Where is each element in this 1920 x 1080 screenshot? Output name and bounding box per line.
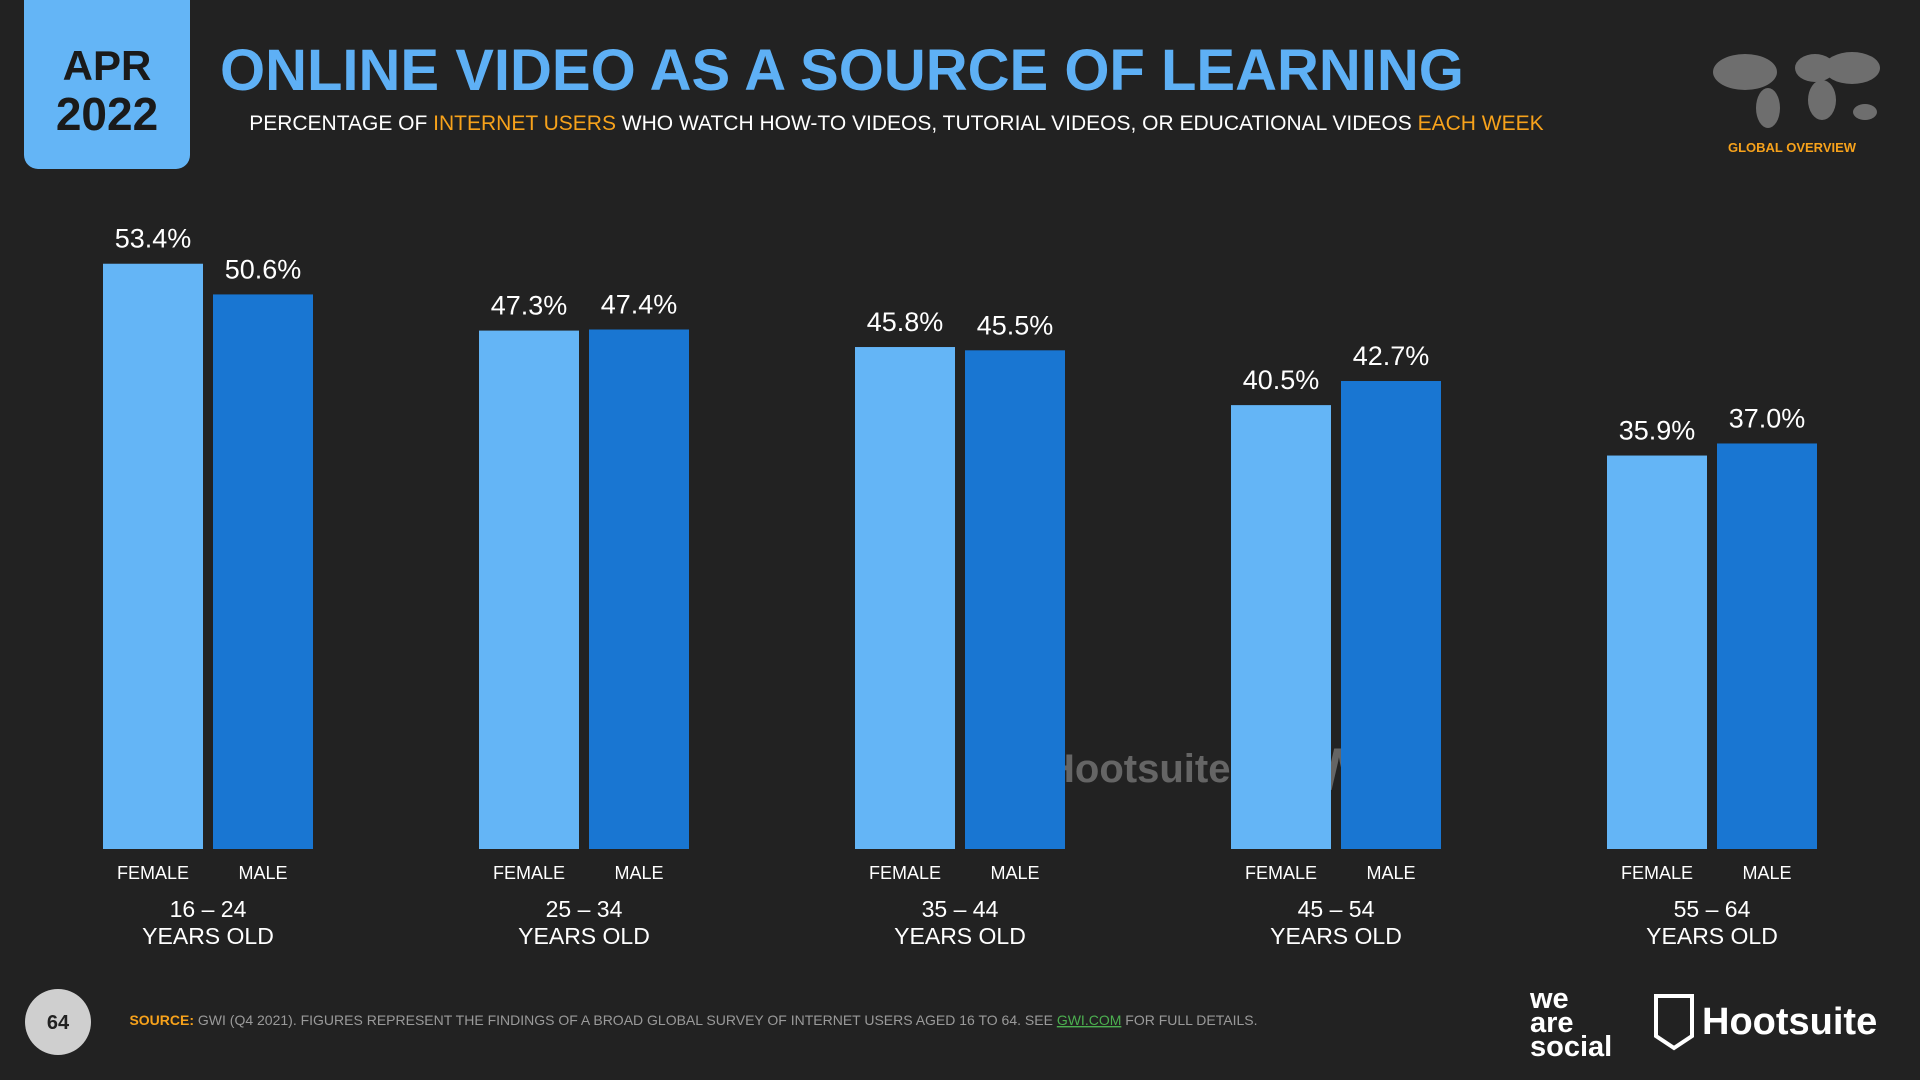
source-text: GWI (Q4 2021). FIGURES REPRESENT THE FIN… (194, 1012, 1057, 1028)
region-label: GLOBAL OVERVIEW (1728, 140, 1857, 155)
category-label: YEARS OLD (142, 923, 274, 949)
logo-text: social (1530, 1031, 1612, 1063)
bar (589, 329, 689, 850)
source-note: SOURCE: GWI (Q4 2021). FIGURES REPRESENT… (110, 1012, 1269, 1028)
bar (213, 294, 313, 849)
value-label: 53.4% (115, 224, 192, 254)
subtitle-highlight: INTERNET USERS (433, 112, 616, 135)
series-label: FEMALE (117, 863, 189, 883)
value-label: 40.5% (1243, 365, 1320, 395)
logo-text: are (1530, 1007, 1574, 1039)
watermark-text: Hootsuite (1046, 747, 1230, 791)
bar (1231, 405, 1331, 849)
value-label: 47.4% (601, 289, 678, 319)
category-label: 25 – 34 (546, 896, 623, 922)
series-label: MALE (1742, 863, 1791, 883)
value-label: 50.6% (225, 254, 302, 284)
date-month: APR (63, 42, 152, 89)
category-label: YEARS OLD (1646, 923, 1778, 949)
value-label: 35.9% (1619, 416, 1696, 446)
chart-title: ONLINE VIDEO AS A SOURCE OF LEARNING (220, 38, 1464, 103)
bar (965, 350, 1065, 849)
series-label: FEMALE (869, 863, 941, 883)
source-link[interactable]: GWI.COM (1057, 1012, 1122, 1028)
series-label: FEMALE (493, 863, 565, 883)
bar (103, 263, 203, 850)
category-label: 55 – 64 (1674, 896, 1751, 922)
value-label: 42.7% (1353, 341, 1430, 371)
world-map-icon (1713, 52, 1880, 128)
bar (1607, 455, 1707, 849)
page-number: 64 (47, 1012, 70, 1034)
category-label: 35 – 44 (922, 896, 999, 922)
series-label: MALE (990, 863, 1039, 883)
source-label: SOURCE: (129, 1012, 194, 1028)
value-label: 37.0% (1729, 403, 1806, 433)
series-label: FEMALE (1245, 863, 1317, 883)
category-label: YEARS OLD (1270, 923, 1402, 949)
series-label: MALE (1366, 863, 1415, 883)
bar (1717, 443, 1817, 849)
value-label: 47.3% (491, 291, 568, 321)
logo-text: we (1529, 983, 1569, 1015)
series-label: MALE (238, 863, 287, 883)
series-label: MALE (614, 863, 663, 883)
bar (1341, 381, 1441, 849)
bar (479, 330, 579, 849)
value-label: 45.5% (977, 310, 1054, 340)
subtitle-part: WHO WATCH HOW-TO VIDEOS, TUTORIAL VIDEOS… (616, 112, 1418, 135)
date-badge (24, 0, 190, 169)
subtitle-highlight: EACH WEEK (1418, 112, 1544, 135)
category-label: YEARS OLD (518, 923, 650, 949)
source-text: FOR FULL DETAILS. (1121, 1012, 1257, 1028)
chart-subtitle: PERCENTAGE OF INTERNET USERS WHO WATCH H… (220, 112, 1561, 135)
date-year: 2022 (56, 88, 158, 140)
subtitle-part: PERCENTAGE OF (249, 112, 433, 135)
category-label: YEARS OLD (894, 923, 1026, 949)
bar (855, 347, 955, 849)
category-label: 16 – 24 (170, 896, 247, 922)
hootsuite-icon (1654, 994, 1694, 1051)
page-badge (25, 989, 91, 1055)
value-label: 45.8% (867, 307, 944, 337)
series-label: FEMALE (1621, 863, 1693, 883)
category-label: 45 – 54 (1298, 896, 1375, 922)
logo-text: Hootsuite (1702, 1001, 1877, 1043)
